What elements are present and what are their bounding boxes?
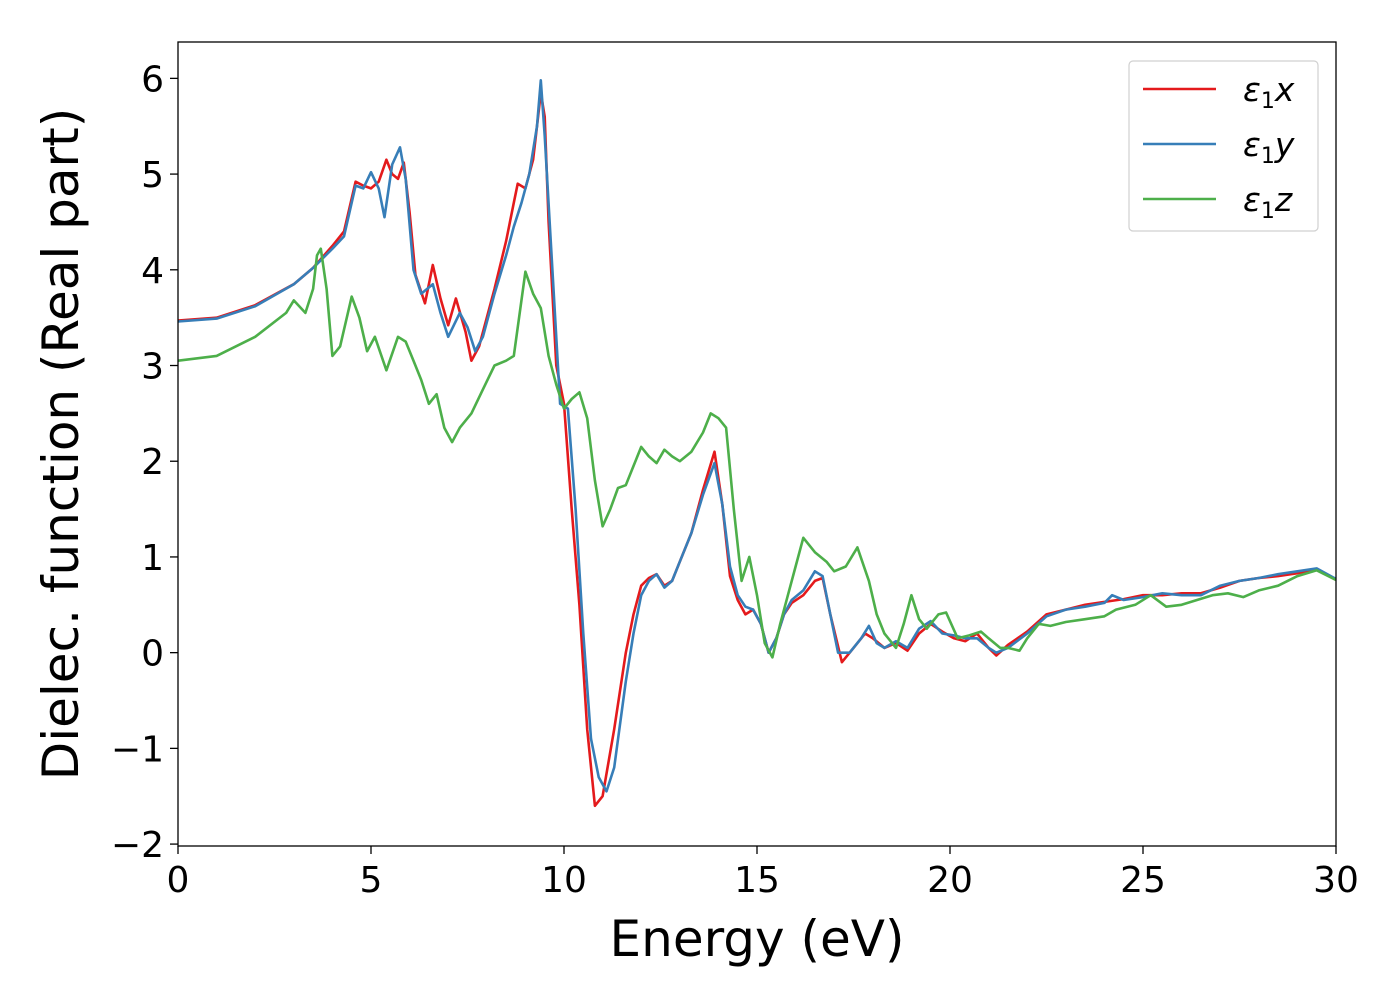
series-line-y (178, 79, 1336, 793)
y-tick-label: 4 (141, 251, 164, 292)
x-tick-label: 25 (1120, 860, 1166, 901)
legend-item-z: ε1z (1143, 180, 1293, 224)
x-tick-label: 10 (541, 860, 587, 901)
x-tick-label: 0 (167, 860, 190, 901)
x-tick-label: 15 (734, 860, 780, 901)
legend-box (1128, 60, 1319, 232)
x-tick-label: 5 (360, 860, 383, 901)
series-lines (178, 79, 1336, 808)
x-axis-ticks: 0 5 10 15 20 25 30 (167, 846, 1359, 901)
legend-label: ε1z (1243, 180, 1293, 224)
y-tick-label: −1 (111, 729, 164, 770)
y-tick-label: 0 (141, 634, 164, 675)
y-tick-label: −2 (111, 825, 164, 866)
legend-item-y: ε1y (1143, 125, 1295, 169)
y-tick-label: 6 (141, 59, 164, 100)
y-tick-label: 1 (141, 538, 164, 579)
legend: ε1x ε1y ε1z (1128, 60, 1319, 232)
x-tick-label: 20 (927, 860, 973, 901)
y-axis-ticks: −2 −1 0 1 2 3 4 5 6 (111, 59, 178, 866)
x-tick-label: 30 (1313, 860, 1359, 901)
legend-label: ε1y (1243, 125, 1295, 169)
series-line-z (178, 247, 1336, 659)
legend-label: ε1x (1243, 70, 1295, 114)
y-tick-label: 3 (141, 347, 164, 388)
legend-item-x: ε1x (1143, 70, 1295, 114)
y-axis-title: Dielec. function (Real part) (32, 108, 90, 780)
y-tick-label: 5 (141, 155, 164, 196)
x-axis-title: Energy (eV) (610, 910, 905, 968)
y-tick-label: 2 (141, 442, 164, 483)
